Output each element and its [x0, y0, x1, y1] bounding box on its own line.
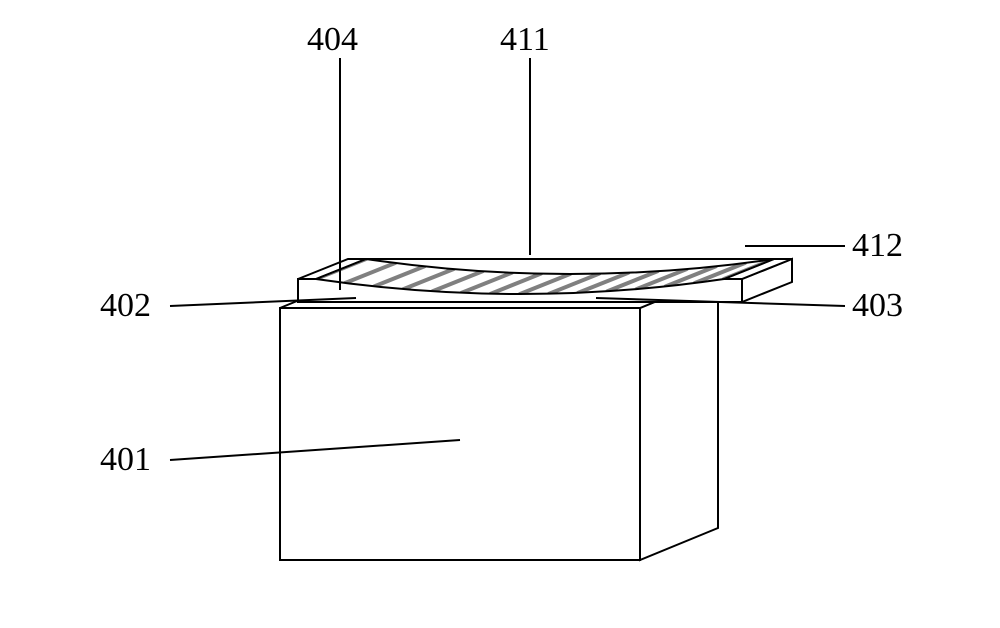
label-l412: 412 [852, 227, 903, 264]
top-plate [298, 259, 792, 302]
label-l401: 401 [100, 441, 151, 478]
label-l411: 411 [500, 21, 550, 58]
label-l402: 402 [100, 287, 151, 324]
block-body [280, 276, 718, 560]
label-l403: 403 [852, 287, 903, 324]
label-l404: 404 [307, 21, 358, 58]
